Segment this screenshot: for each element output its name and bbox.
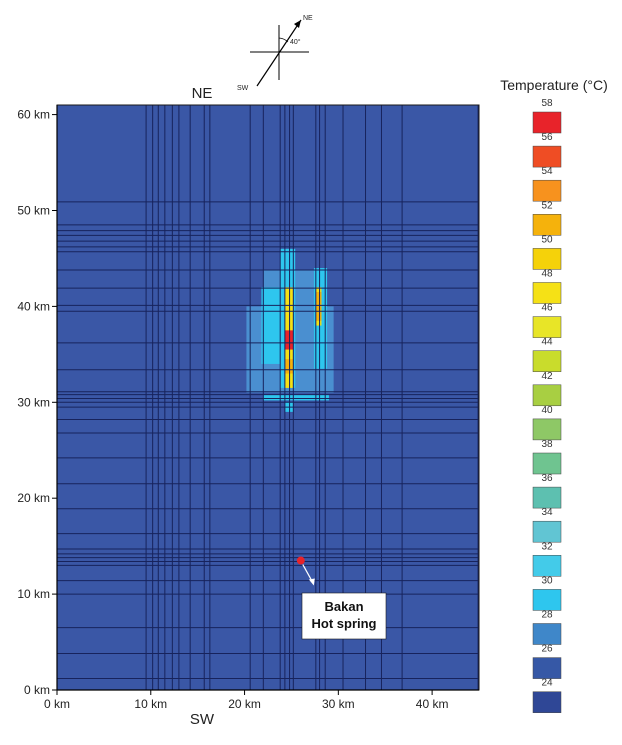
annotations: Bakan Hot spring [296, 556, 387, 640]
colorbar-title: Temperature (°C) [500, 77, 608, 93]
top-axis-label-ne: NE [192, 85, 213, 102]
axes: 0 km 10 km 20 km 30 km 40 km 0 km 10 km 20 km 30… [17, 105, 479, 728]
hot-spring-label: Bakan Hot spring [312, 599, 377, 631]
colorbar-label: 42 [541, 371, 553, 382]
plot-area [56, 104, 480, 691]
colorbar-swatch [532, 657, 562, 679]
colorbar-swatch [532, 418, 562, 441]
colorbar-label: 38 [541, 439, 553, 450]
colorbar-label: 28 [541, 610, 553, 621]
colorbar-swatch [532, 520, 562, 543]
y-tick-label: 10 km [17, 587, 50, 601]
hot-spring-pointer-head [308, 578, 315, 586]
colorbar-swatch [532, 316, 562, 338]
x-tick-label: 20 km [228, 697, 261, 711]
y-tick-label: 60 km [17, 108, 50, 122]
colorbar-label: 26 [541, 644, 553, 655]
colorbar-swatch [532, 555, 562, 577]
colorbar-label: 48 [541, 269, 553, 280]
compass-angle-arc [278, 37, 289, 43]
colorbar-swatch [532, 384, 562, 407]
x-tick-label: 40 km [416, 697, 449, 711]
colorbar-swatch [532, 282, 562, 304]
compass-rose: NE 40° SW [237, 15, 313, 92]
temperature-colorbar: Temperature (°C) 58 56 54 52 50 48 46 44 42 40 38 36… [500, 77, 608, 713]
colorbar-label: 30 [541, 575, 553, 586]
colorbar-label: 24 [541, 678, 553, 689]
colorbar-swatch [532, 452, 562, 475]
heatmap-cell [261, 287, 283, 364]
colorbar-label: 44 [541, 337, 553, 348]
heatmap-cell [263, 394, 329, 401]
colorbar-swatch [532, 691, 562, 713]
colorbar-label: 54 [541, 166, 553, 177]
colorbar-label: 32 [541, 541, 553, 552]
colorbar-swatch [532, 486, 562, 509]
colorbar-label: 56 [541, 132, 553, 143]
colorbar-label: 36 [541, 473, 553, 484]
y-tick-label: 30 km [17, 395, 50, 409]
compass-strike-line [256, 19, 302, 87]
x-tick-label: 10 km [134, 697, 167, 711]
colorbar-swatch [532, 589, 562, 611]
compass-angle-label: 40° [290, 38, 301, 46]
compass-ne-label: NE [303, 15, 313, 22]
colorbar-swatch [532, 145, 562, 168]
colorbar-swatch [532, 111, 562, 134]
y-tick-label: 50 km [17, 203, 50, 217]
colorbar-swatch [532, 214, 562, 236]
heatmap-cell [315, 292, 322, 321]
compass-arrow-head [294, 20, 301, 28]
x-axis-label: SW [190, 711, 215, 728]
colorbar-label: 58 [541, 98, 553, 109]
colorbar-swatch [532, 179, 562, 202]
colorbar-label: 34 [541, 507, 553, 518]
compass-sw-label: SW [237, 85, 249, 92]
y-tick-label: 0 km [24, 683, 50, 697]
y-tick-label: 40 km [17, 299, 50, 313]
colorbar-label: 50 [541, 234, 553, 245]
colorbar-swatch [532, 623, 562, 645]
colorbar-swatch [532, 350, 562, 372]
colorbar-label: 46 [541, 303, 553, 314]
colorbar-label: 40 [541, 405, 553, 416]
x-tick-label: 0 km [44, 697, 70, 711]
x-tick-label: 30 km [322, 697, 355, 711]
y-tick-label: 20 km [17, 491, 50, 505]
hot-spring-marker [296, 556, 305, 565]
colorbar-label: 52 [541, 200, 553, 211]
colorbar-swatch [532, 248, 562, 270]
hot-spring-label-box [301, 592, 387, 640]
